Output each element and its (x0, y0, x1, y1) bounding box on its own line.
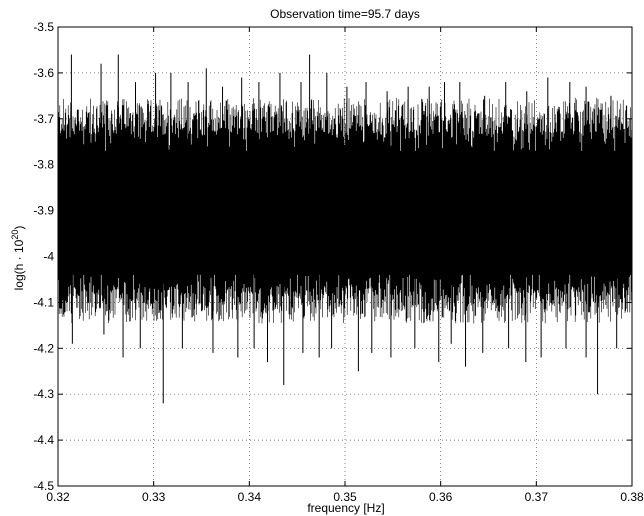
noise-series (57, 54, 632, 404)
y-tick-label: -3.8 (33, 158, 54, 172)
x-tick-label: 0.36 (429, 490, 453, 504)
y-axis-label-exponent: 20 (10, 230, 20, 240)
y-axis-label-suffix: ) (12, 226, 26, 230)
y-tick-labels: -3.5 -3.6 -3.7 -3.8 -3.9 -4 -4.1 -4.2 -4.3 -4.4 -4… (33, 20, 54, 493)
y-axis-label-prefix: log(h · 10 (12, 239, 26, 290)
x-tick-labels: 0.32 0.33 0.34 0.35 0.36 0.37 0.38 (46, 490, 644, 504)
y-tick-label: -3.5 (33, 20, 54, 34)
y-axis-label: log(h · 1020) (10, 226, 26, 291)
y-tick-label: -3.7 (33, 112, 54, 126)
x-tick-label: 0.38 (620, 490, 644, 504)
y-tick-label: -3.9 (33, 204, 54, 218)
x-tick-label: 0.32 (46, 490, 70, 504)
x-axis-label: frequency [Hz] (307, 501, 384, 515)
x-tick-label: 0.37 (525, 490, 549, 504)
y-tick-label: -4 (43, 250, 54, 264)
y-tick-label: -4.2 (33, 341, 54, 355)
x-tick-label: 0.35 (333, 490, 357, 504)
chart-title: Observation time=95.7 days (270, 7, 420, 21)
y-tick-label: -4.5 (33, 479, 54, 493)
y-tick-label: -3.6 (33, 66, 54, 80)
x-tick-label: 0.33 (142, 490, 166, 504)
y-tick-label: -4.1 (33, 295, 54, 309)
x-tick-label: 0.34 (238, 490, 262, 504)
y-tick-label: -4.4 (33, 433, 54, 447)
axis-ticks (57, 26, 633, 487)
y-tick-label: -4.3 (33, 387, 54, 401)
